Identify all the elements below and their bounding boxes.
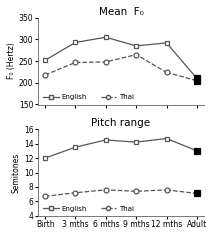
- Title: Pitch range: Pitch range: [91, 118, 151, 128]
- Legend: English, Thai: English, Thai: [43, 94, 134, 101]
- Y-axis label: F₀ (Hertz): F₀ (Hertz): [7, 43, 16, 80]
- Y-axis label: Semitones: Semitones: [12, 152, 21, 193]
- Title: Mean  F₀: Mean F₀: [99, 7, 143, 17]
- Legend: English, Thai: English, Thai: [43, 205, 134, 212]
